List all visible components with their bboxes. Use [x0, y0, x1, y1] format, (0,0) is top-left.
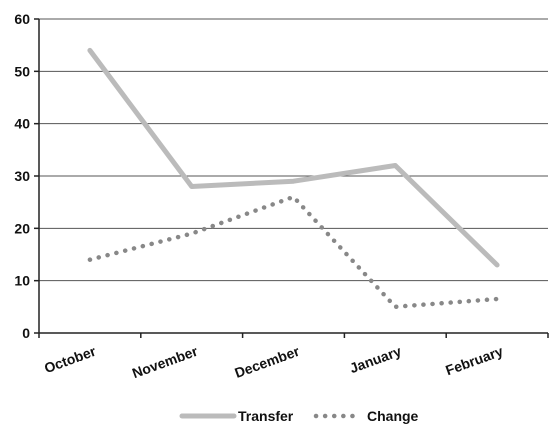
- data-point: [495, 296, 500, 301]
- data-point: [291, 194, 296, 199]
- x-tick-label: December: [232, 343, 302, 381]
- series-line-change: [87, 194, 500, 310]
- series-line-transfer: [87, 47, 500, 268]
- y-tick-label: 40: [14, 116, 30, 132]
- x-tick-label: October: [42, 343, 98, 377]
- legend: Transfer Change: [179, 408, 419, 424]
- data-point: [87, 257, 92, 262]
- data-point: [393, 163, 398, 168]
- legend-label-change: Change: [367, 408, 419, 424]
- y-axis-ticks: 0 10 20 30 40 50 60: [14, 11, 39, 341]
- y-tick-label: 50: [14, 63, 30, 79]
- data-point: [393, 304, 398, 309]
- data-point: [189, 231, 194, 236]
- legend-label-transfer: Transfer: [238, 408, 294, 424]
- y-tick-label: 0: [22, 325, 30, 341]
- data-point: [87, 48, 92, 53]
- x-axis-ticks: October November December January February: [38, 333, 549, 382]
- x-tick-label: January: [347, 343, 403, 376]
- y-tick-label: 20: [14, 220, 30, 236]
- y-tick-label: 10: [14, 273, 30, 289]
- data-point: [189, 184, 194, 189]
- y-tick-label: 60: [14, 11, 30, 27]
- x-tick-label: February: [443, 343, 505, 379]
- data-point: [495, 262, 500, 267]
- series-lines: [87, 47, 500, 310]
- y-tick-label: 30: [14, 168, 30, 184]
- x-tick-label: November: [130, 343, 200, 382]
- gridlines: [39, 18, 548, 282]
- data-point: [291, 179, 296, 184]
